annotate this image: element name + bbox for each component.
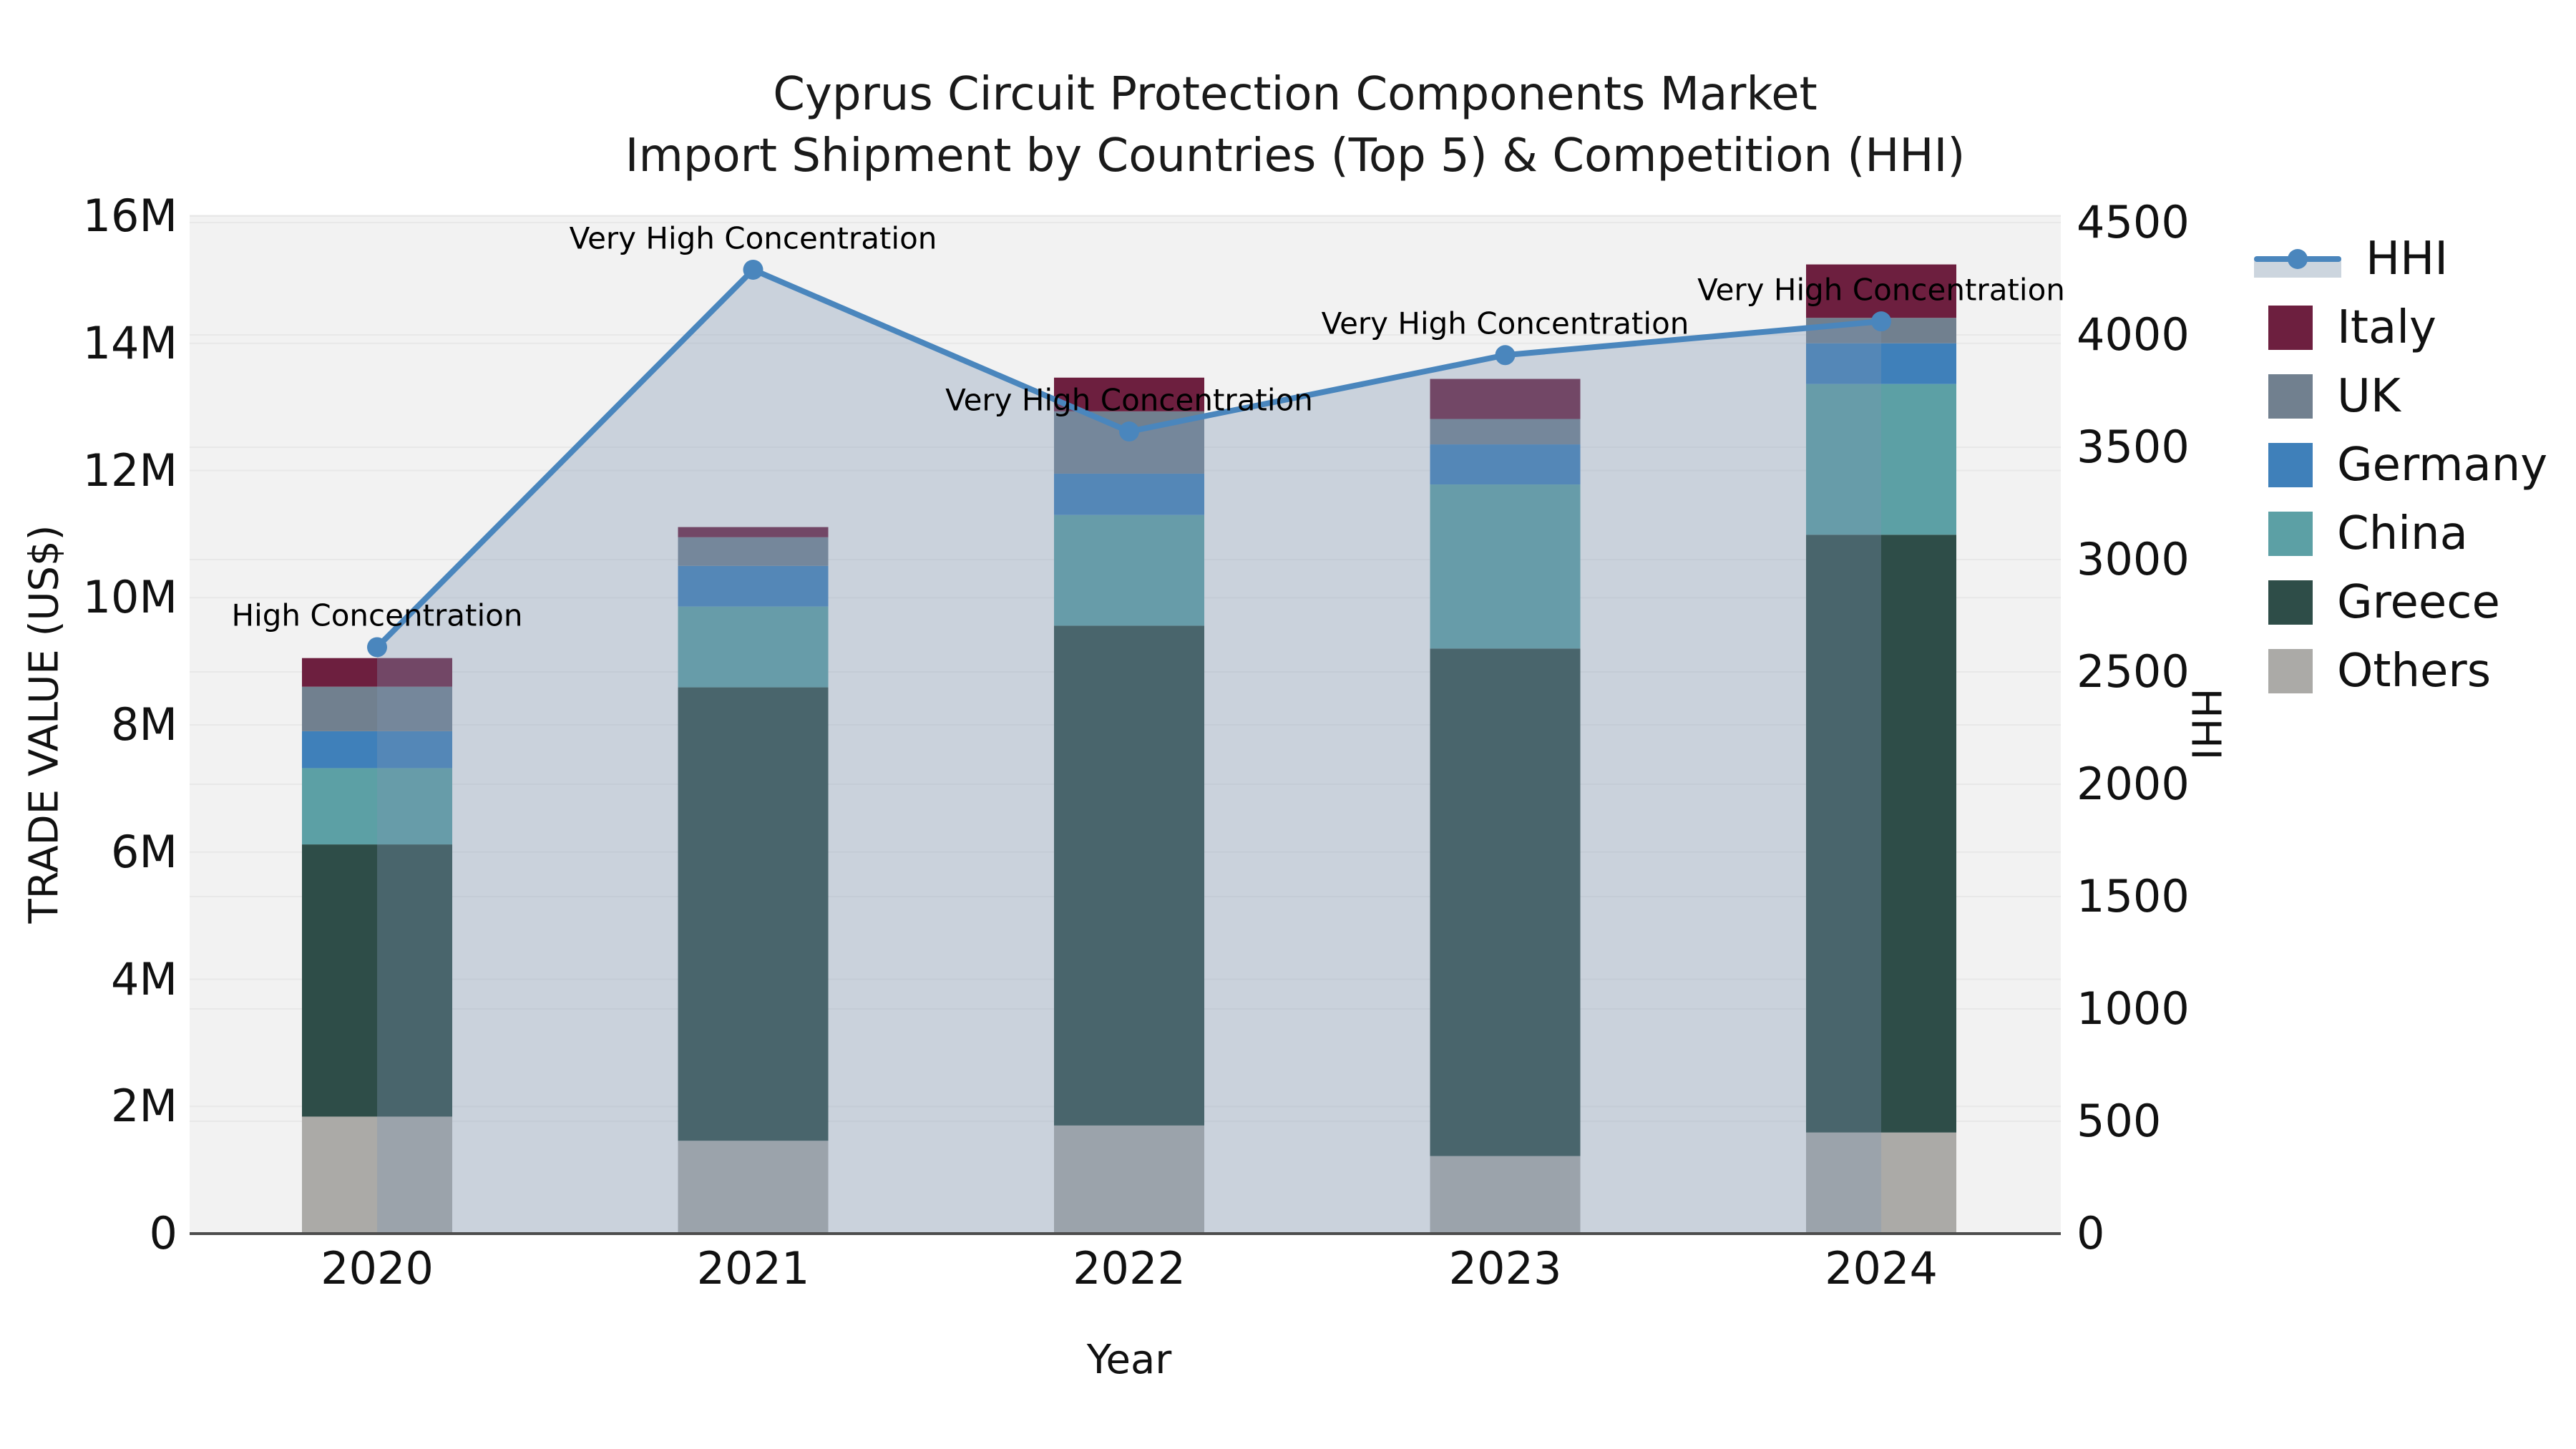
right-tick-2000: 2000	[2077, 758, 2190, 810]
legend-entry-italy[interactable]: Italy	[2254, 298, 2436, 358]
bar-segment-others-2024	[1806, 1132, 1956, 1234]
annotation-2020: High Concentration	[231, 597, 523, 633]
hhi-marker-2022	[1119, 421, 1139, 442]
left-tick-16M: 16M	[82, 190, 177, 242]
bar-segment-china-2023	[1430, 484, 1581, 649]
legend-entry-china[interactable]: China	[2254, 504, 2468, 564]
chart-title-line2: Import Shipment by Countries (Top 5) & C…	[625, 130, 1966, 182]
bar-segment-others-2023	[1430, 1156, 1581, 1234]
legend-entry-germany[interactable]: Germany	[2254, 435, 2547, 495]
bar-segment-italy-2021	[678, 527, 829, 537]
left-tick-4M: 4M	[111, 952, 177, 1005]
bar-segment-uk-2020	[302, 686, 452, 731]
bar-segment-uk-2023	[1430, 419, 1581, 445]
bar-segment-germany-2024	[1806, 343, 1956, 384]
legend-label-others: Others	[2337, 645, 2492, 698]
legend-swatch-uk	[2268, 374, 2313, 419]
bar-segment-greece-2020	[302, 844, 452, 1117]
bar-segment-germany-2021	[678, 565, 829, 607]
bar-segment-greece-2023	[1430, 648, 1581, 1156]
right-axis-title: HHI	[2182, 688, 2229, 761]
legend-label-uk: UK	[2337, 370, 2401, 423]
legend-entry-greece[interactable]: Greece	[2254, 572, 2500, 633]
x-tick-2023: 2023	[1448, 1242, 1562, 1294]
x-tick-2021: 2021	[696, 1242, 810, 1294]
hhi-marker-2020	[367, 637, 387, 658]
bar-segment-italy-2022	[1054, 377, 1204, 411]
right-tick-4500: 4500	[2077, 196, 2190, 248]
hhi-marker-2024	[1871, 311, 1891, 332]
legend-label-germany: Germany	[2337, 439, 2548, 492]
x-axis-title: Year	[1086, 1337, 1172, 1383]
legend-entry-others[interactable]: Others	[2254, 641, 2491, 701]
bar-segment-china-2021	[678, 606, 829, 688]
bar-segment-germany-2020	[302, 731, 452, 769]
legend-entry-hhi[interactable]: HHI	[2254, 229, 2448, 289]
bar-segment-china-2022	[1054, 514, 1204, 626]
hhi-marker-2021	[743, 259, 763, 280]
left-tick-14M: 14M	[82, 316, 177, 369]
right-tick-4000: 4000	[2077, 308, 2190, 361]
bar-segment-greece-2021	[678, 687, 829, 1141]
bar-segment-italy-2020	[302, 658, 452, 687]
left-axis-title: TRADE VALUE (US$)	[21, 525, 68, 924]
hhi-area-fill	[377, 269, 1881, 1234]
x-tick-2020: 2020	[321, 1242, 434, 1294]
right-tick-0: 0	[2077, 1207, 2105, 1259]
bar-segment-greece-2022	[1054, 625, 1204, 1126]
legend-label-hhi: HHI	[2366, 233, 2449, 286]
bar-segment-germany-2023	[1430, 444, 1581, 485]
left-tick-0: 0	[149, 1207, 177, 1259]
annotation-2021: Very High Concentration	[569, 220, 937, 256]
legend-hhi-line-icon	[2254, 237, 2341, 281]
left-tick-10M: 10M	[82, 571, 177, 624]
legend-swatch-others	[2268, 649, 2313, 693]
annotation-2022: Very High Concentration	[945, 382, 1313, 418]
left-tick-6M: 6M	[111, 825, 177, 878]
legend-label-greece: Greece	[2337, 576, 2500, 629]
bar-segment-italy-2023	[1430, 379, 1581, 419]
left-tick-2M: 2M	[111, 1080, 177, 1133]
right-tick-3000: 3000	[2077, 533, 2190, 585]
legend-label-china: China	[2337, 507, 2468, 560]
hhi-marker-2023	[1495, 345, 1516, 366]
bar-segment-germany-2022	[1054, 473, 1204, 515]
bar-segment-china-2024	[1806, 384, 1956, 535]
bar-segment-italy-2024	[1806, 264, 1956, 318]
annotation-2023: Very High Concentration	[1321, 306, 1689, 341]
right-tick-2500: 2500	[2077, 645, 2190, 698]
legend-swatch-china	[2268, 512, 2313, 556]
left-tick-12M: 12M	[82, 444, 177, 497]
left-tick-8M: 8M	[111, 698, 177, 751]
bar-segment-uk-2021	[678, 537, 829, 566]
legend-hhi-marker-icon	[2288, 249, 2308, 269]
bar-segment-greece-2024	[1806, 535, 1956, 1133]
annotation-2024: Very High Concentration	[1697, 272, 2065, 308]
bar-segment-others-2020	[302, 1116, 452, 1234]
right-tick-1000: 1000	[2077, 982, 2190, 1035]
x-tick-2022: 2022	[1073, 1242, 1186, 1294]
legend-label-italy: Italy	[2337, 301, 2436, 354]
bar-segment-others-2022	[1054, 1125, 1204, 1234]
legend-swatch-germany	[2268, 443, 2313, 487]
bar-segment-china-2020	[302, 768, 452, 845]
legend-swatch-italy	[2268, 306, 2313, 350]
x-tick-2024: 2024	[1825, 1242, 1938, 1294]
right-tick-500: 500	[2077, 1095, 2162, 1147]
legend-swatch-greece	[2268, 580, 2313, 625]
legend-entry-uk[interactable]: UK	[2254, 366, 2401, 426]
chart-title-line1: Cyprus Circuit Protection Components Mar…	[773, 68, 1818, 121]
right-tick-1500: 1500	[2077, 870, 2190, 922]
right-tick-3500: 3500	[2077, 421, 2190, 473]
bar-segment-others-2021	[678, 1141, 829, 1234]
